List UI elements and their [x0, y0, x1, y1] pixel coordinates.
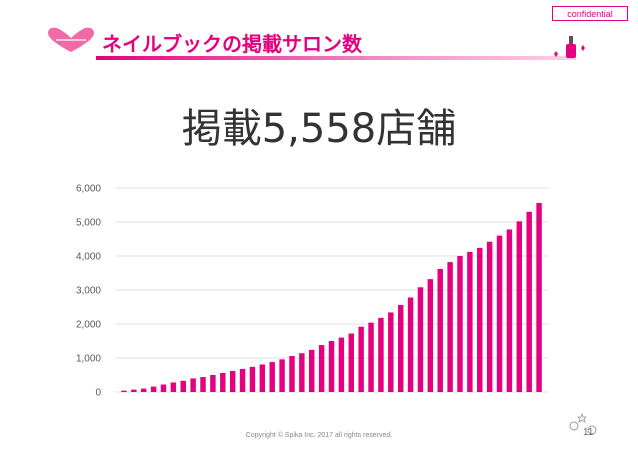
nail-polish-icon [554, 36, 585, 58]
bar [486, 241, 493, 392]
bar [249, 366, 256, 392]
bar [358, 326, 364, 392]
y-tick-label: 6,000 [76, 184, 101, 195]
y-tick-label: 2,000 [76, 320, 101, 331]
confidential-badge: confidential [552, 6, 628, 21]
bar [121, 390, 127, 392]
bar [190, 378, 196, 392]
bar [437, 268, 443, 392]
bar [318, 345, 325, 392]
bar [536, 203, 542, 392]
bar [131, 389, 137, 392]
bar [220, 372, 226, 392]
heart-logo-icon [48, 27, 94, 52]
bar [447, 262, 453, 392]
bar [467, 251, 473, 392]
flower-decoration-icon [569, 412, 597, 435]
bar [289, 355, 295, 392]
slide-header: ネイルブックの掲載サロン数 [0, 22, 638, 66]
bar [229, 370, 236, 392]
bar [239, 368, 246, 392]
y-tick-label: 5,000 [76, 218, 101, 229]
page-number: 11 [583, 427, 594, 438]
bar [477, 247, 483, 392]
chart-bars [121, 203, 542, 392]
bar [526, 211, 532, 392]
bar [516, 221, 523, 392]
y-tick-label: 0 [95, 388, 101, 399]
bar [299, 353, 305, 392]
bar [397, 304, 404, 392]
bar [496, 235, 503, 392]
y-tick-label: 1,000 [76, 354, 101, 365]
bar [348, 333, 354, 392]
bar [388, 312, 394, 392]
y-tick-label: 3,000 [76, 286, 101, 297]
bar [160, 384, 167, 392]
bar [210, 375, 216, 392]
bar [150, 386, 157, 392]
bar [279, 359, 285, 392]
copyright-text: Copyright © Spika Inc. 2017 all rights r… [245, 432, 393, 439]
bar [368, 322, 374, 392]
bar [259, 364, 266, 392]
bar [338, 337, 345, 392]
page-title: ネイルブックの掲載サロン数 [102, 32, 362, 56]
header-divider [96, 56, 576, 60]
bar [378, 317, 384, 392]
bar [427, 279, 434, 392]
bar [309, 349, 315, 392]
bar [407, 297, 414, 392]
bar [180, 380, 186, 392]
y-tick-label: 4,000 [76, 252, 101, 263]
salon-count-chart: 0 1,000 2,000 3,000 4,000 5,000 6,000 [76, 184, 548, 399]
bar [170, 382, 177, 392]
bar [328, 341, 335, 392]
chart-grid [115, 187, 548, 393]
bar [269, 362, 275, 392]
salon-count-headline: 掲載5,558店舗 [181, 106, 457, 152]
bar [457, 256, 463, 392]
bar [140, 388, 147, 392]
bar [506, 229, 513, 392]
bar [200, 377, 206, 392]
y-axis-ticks: 0 1,000 2,000 3,000 4,000 5,000 6,000 [76, 184, 101, 399]
bar [417, 287, 424, 392]
